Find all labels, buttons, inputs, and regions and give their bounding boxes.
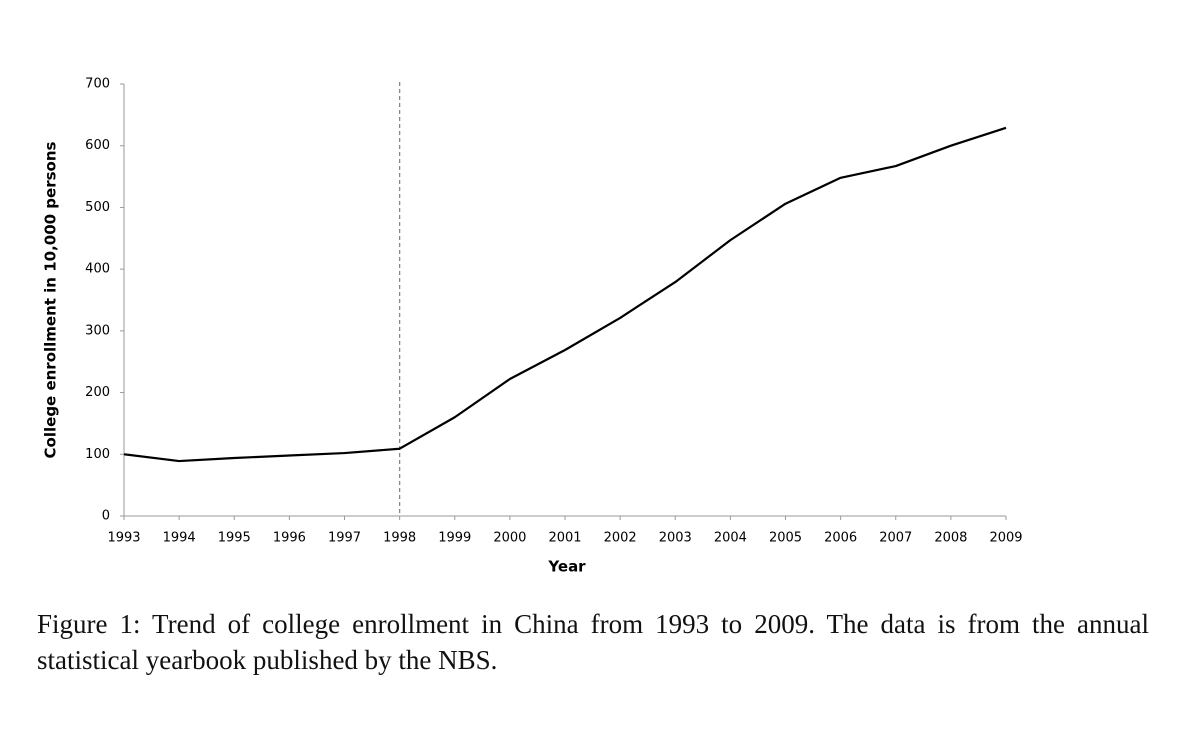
x-tick-label: 1995	[218, 531, 251, 546]
x-tick-label: 2005	[769, 531, 802, 546]
y-tick-label: 100	[85, 447, 110, 462]
x-tick-label: 2001	[548, 531, 581, 546]
chart: Year College enrollment in 10,000 person…	[42, 77, 1023, 576]
x-tick-label: 2008	[934, 531, 967, 546]
x-tick-label: 1999	[438, 531, 471, 546]
y-tick-label: 200	[85, 385, 110, 400]
y-tick-label: 500	[85, 200, 110, 215]
x-tick-label: 2009	[989, 531, 1022, 546]
y-tick-label: 600	[85, 138, 110, 153]
x-tick-label: 2007	[879, 531, 912, 546]
x-tick-label: 1994	[163, 531, 196, 546]
y-axis-title: College enrollment in 10,000 persons	[42, 141, 60, 458]
x-tick-label: 1996	[273, 531, 306, 546]
x-tick-label: 2002	[604, 531, 637, 546]
y-tick-label: 0	[102, 509, 110, 524]
y-tick-label: 400	[85, 262, 110, 277]
x-axis-title: Year	[547, 558, 586, 576]
data-line	[123, 126, 1007, 463]
x-tick-label: 2003	[659, 531, 692, 546]
x-tick-label: 2006	[824, 531, 857, 546]
x-tick-label: 1993	[107, 531, 140, 546]
x-tick-label: 2004	[714, 531, 747, 546]
y-tick-label: 700	[85, 77, 110, 92]
y-tick-label: 300	[85, 323, 110, 338]
x-tick-label: 1998	[383, 531, 416, 546]
x-tick-label: 2000	[493, 531, 526, 546]
x-tick-label: 1997	[328, 531, 361, 546]
caption: Figure 1: Trend of college enrollment in…	[37, 609, 1149, 675]
